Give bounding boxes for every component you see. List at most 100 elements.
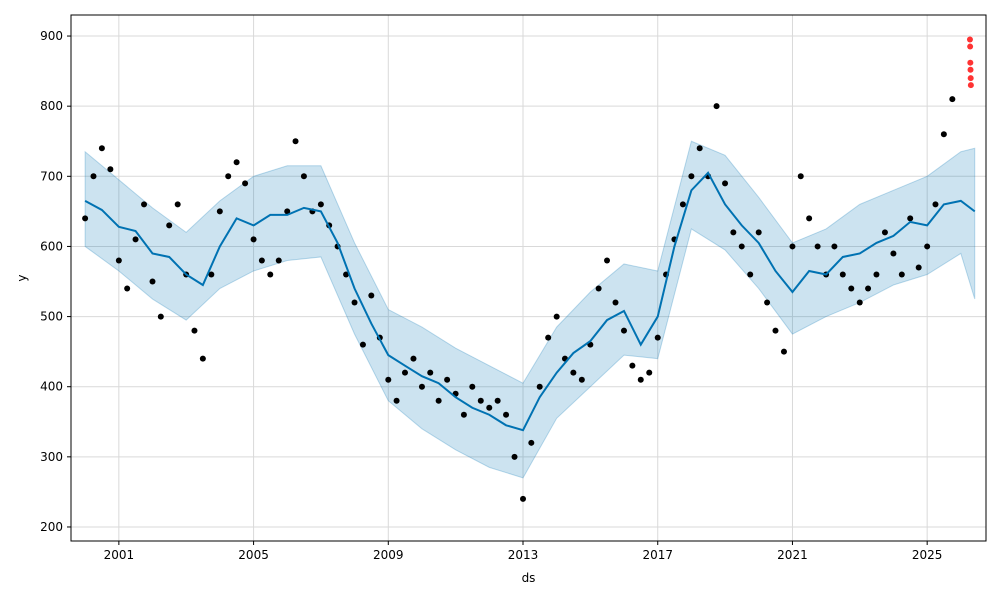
observed-point: [82, 215, 89, 222]
observed-point: [115, 257, 122, 264]
observed-point: [595, 285, 602, 292]
observed-point: [696, 145, 703, 152]
observed-point: [166, 222, 173, 229]
x-tick-label: 2017: [642, 548, 673, 562]
observed-point: [267, 271, 274, 278]
uncertainty-band-area: [84, 140, 976, 479]
x-axis-ticks: 2001 2005 2009 2013 2017 2021 2025: [104, 541, 943, 562]
y-tick-label: 600: [40, 239, 63, 253]
observed-point: [124, 285, 131, 292]
observed-point: [722, 180, 729, 187]
observed-point: [747, 271, 754, 278]
observed-point: [199, 355, 206, 362]
observed-point: [789, 243, 796, 250]
observed-point: [873, 271, 880, 278]
observed-point: [738, 243, 745, 250]
x-tick-label: 2021: [777, 548, 808, 562]
observed-point: [343, 271, 350, 278]
observed-point: [359, 341, 366, 348]
observed-point: [368, 292, 375, 299]
anomaly-point: [967, 82, 974, 89]
observed-point: [730, 229, 737, 236]
observed-point: [132, 236, 139, 243]
observed-point: [393, 397, 400, 404]
observed-point: [604, 257, 611, 264]
observed-point: [570, 369, 577, 376]
x-tick-label: 2001: [104, 548, 135, 562]
observed-point: [881, 229, 888, 236]
observed-point: [460, 411, 467, 418]
observed-point: [317, 201, 324, 208]
observed-point: [435, 397, 442, 404]
observed-point: [528, 439, 535, 446]
observed-point: [915, 264, 922, 271]
y-tick-label: 400: [40, 380, 63, 394]
observed-point: [924, 243, 931, 250]
x-tick-label: 2009: [373, 548, 404, 562]
observed-point: [174, 201, 181, 208]
observed-point: [503, 411, 510, 418]
observed-point: [444, 376, 451, 383]
observed-point: [890, 250, 897, 257]
observed-point: [477, 397, 484, 404]
observed-point: [410, 355, 417, 362]
observed-point: [806, 215, 813, 222]
observed-point: [831, 243, 838, 250]
observed-point: [688, 173, 695, 180]
observed-point: [865, 285, 872, 292]
observed-point: [90, 173, 97, 180]
y-tick-label: 700: [40, 169, 63, 183]
observed-point: [225, 173, 232, 180]
observed-point: [907, 215, 914, 222]
observed-point: [646, 369, 653, 376]
anomaly-point: [967, 43, 974, 50]
observed-point: [401, 369, 408, 376]
observed-point: [545, 334, 552, 341]
observed-point: [300, 173, 307, 180]
observed-point: [242, 180, 249, 187]
observed-point: [654, 334, 661, 341]
observed-point: [940, 131, 947, 138]
observed-point: [149, 278, 156, 285]
observed-point: [208, 271, 215, 278]
observed-point: [856, 299, 863, 306]
x-tick-label: 2025: [912, 548, 943, 562]
observed-point: [385, 376, 392, 383]
observed-point: [814, 243, 821, 250]
observed-point: [764, 299, 771, 306]
observed-point: [780, 348, 787, 355]
y-tick-label: 900: [40, 29, 63, 43]
observed-point: [511, 453, 518, 460]
anomaly-point: [966, 36, 973, 43]
observed-point: [620, 327, 627, 334]
observed-point: [612, 299, 619, 306]
observed-point: [494, 397, 501, 404]
grid: [71, 15, 986, 541]
y-axis-label: y: [15, 274, 29, 281]
plot-frame: [70, 14, 987, 542]
x-axis-label: ds: [522, 571, 536, 585]
y-tick-label: 800: [40, 99, 63, 113]
observed-point: [351, 299, 358, 306]
x-tick-label: 2013: [508, 548, 539, 562]
observed-point: [629, 362, 636, 369]
observed-point: [486, 404, 493, 411]
uncertainty-band: [84, 140, 976, 479]
observed-point: [284, 208, 291, 215]
y-tick-label: 200: [40, 520, 63, 534]
observed-point: [418, 383, 425, 390]
observed-point: [536, 383, 543, 390]
observed-point: [898, 271, 905, 278]
observed-point: [949, 96, 956, 103]
observed-point: [191, 327, 198, 334]
y-axis-ticks: 200 300 400 500 600 700 800 900: [40, 29, 71, 534]
observed-point: [98, 145, 105, 152]
observed-point: [469, 383, 476, 390]
observed-point: [839, 271, 846, 278]
observed-point: [772, 327, 779, 334]
observed-point: [553, 313, 560, 320]
observed-point: [157, 313, 164, 320]
observed-point: [713, 103, 720, 110]
observed-point: [275, 257, 282, 264]
